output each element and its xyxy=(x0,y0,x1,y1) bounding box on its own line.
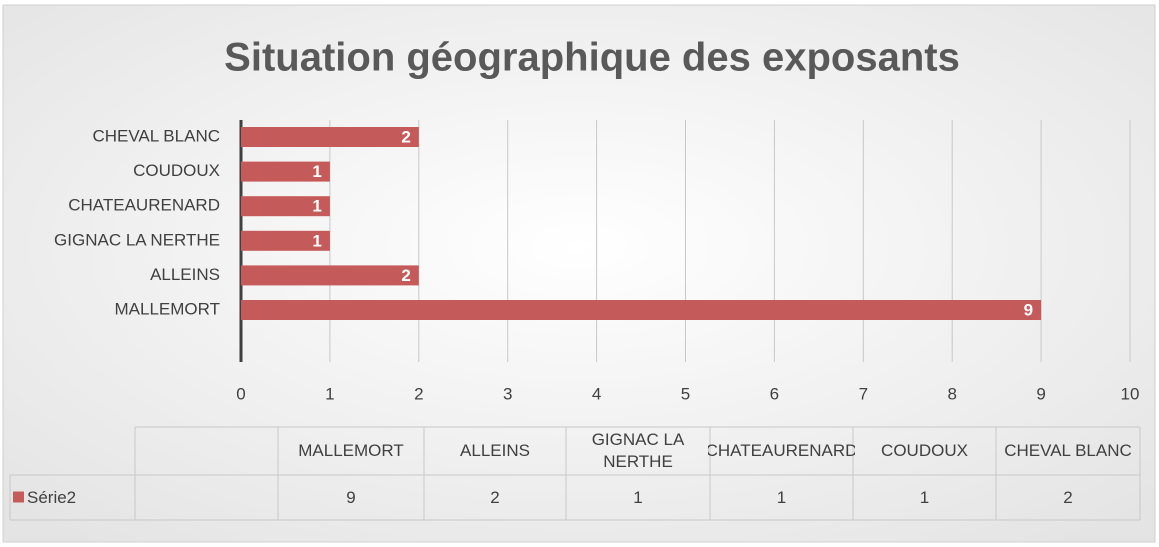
legend-key xyxy=(13,491,24,503)
data-label: 1 xyxy=(312,231,321,250)
table-value-box: 1 xyxy=(633,487,643,507)
x-tick-label: 0 xyxy=(236,384,245,403)
x-tick-label: 5 xyxy=(681,384,690,403)
table-header: ALLEINS xyxy=(460,441,530,460)
x-tick-label: 9 xyxy=(1036,384,1045,403)
table-value: 1 xyxy=(919,487,930,507)
y-tick-label: ALLEINS xyxy=(150,265,220,284)
table-value: 1 xyxy=(633,487,643,507)
table-header-box: CHEVAL BLANC xyxy=(1004,441,1132,460)
table-value: 2 xyxy=(1063,487,1073,507)
legend-label: Série2 xyxy=(27,488,76,507)
table-header-box: CHATEAURENARD xyxy=(708,441,855,460)
table-value-box: 1 xyxy=(919,487,930,507)
bar xyxy=(241,161,330,182)
table-header: CHEVAL BLANC xyxy=(1004,441,1132,460)
y-tick-label: COUDOUX xyxy=(133,161,220,180)
y-tick-label: GIGNAC LA NERTHE xyxy=(54,230,220,249)
table-header-box: GIGNAC LA NERTHE xyxy=(591,430,685,471)
bar xyxy=(241,127,419,147)
data-label: 1 xyxy=(312,162,321,181)
x-tick-label: 10 xyxy=(1121,384,1140,403)
x-tick-label: 8 xyxy=(947,384,956,403)
y-tick-label: MALLEMORT xyxy=(115,299,221,318)
table-header: MALLEMORT xyxy=(298,441,404,460)
bar xyxy=(241,230,330,251)
x-tick-label: 4 xyxy=(592,384,601,403)
table-value-box: 2 xyxy=(1063,487,1073,507)
bar xyxy=(241,265,419,286)
bar xyxy=(241,196,330,217)
chart-title: Situation géographique des exposants xyxy=(224,36,960,80)
table-value-box: 2 xyxy=(490,487,500,507)
y-tick-label: CHATEAURENARD xyxy=(68,196,220,215)
chart-area xyxy=(2,4,1156,543)
table-header-box: MALLEMORT xyxy=(298,441,404,460)
table-value-box: 9 xyxy=(346,487,356,507)
table-value-box: 1 xyxy=(776,487,787,507)
data-label: 1 xyxy=(312,197,321,216)
table-header: GIGNAC LA NERTHE xyxy=(591,430,685,471)
x-tick-label: 2 xyxy=(414,384,423,403)
bar xyxy=(241,300,1042,320)
data-label: 2 xyxy=(401,127,410,146)
y-tick-label: CHEVAL BLANC xyxy=(92,126,220,145)
x-tick-label: 3 xyxy=(503,384,512,403)
x-tick-label: 7 xyxy=(859,384,868,403)
data-label: 2 xyxy=(401,266,410,285)
table-value: 1 xyxy=(776,487,787,507)
x-tick-label: 1 xyxy=(325,384,334,403)
table-header-box: ALLEINS xyxy=(460,441,530,460)
table-value: 9 xyxy=(346,487,356,507)
table-value: 2 xyxy=(490,487,500,507)
table-header: COUDOUX xyxy=(881,441,968,460)
x-tick-label: 6 xyxy=(770,384,779,403)
table-header-box: COUDOUX xyxy=(881,441,968,460)
data-label: 9 xyxy=(1024,300,1033,319)
table-header: CHATEAURENARD xyxy=(708,441,855,460)
